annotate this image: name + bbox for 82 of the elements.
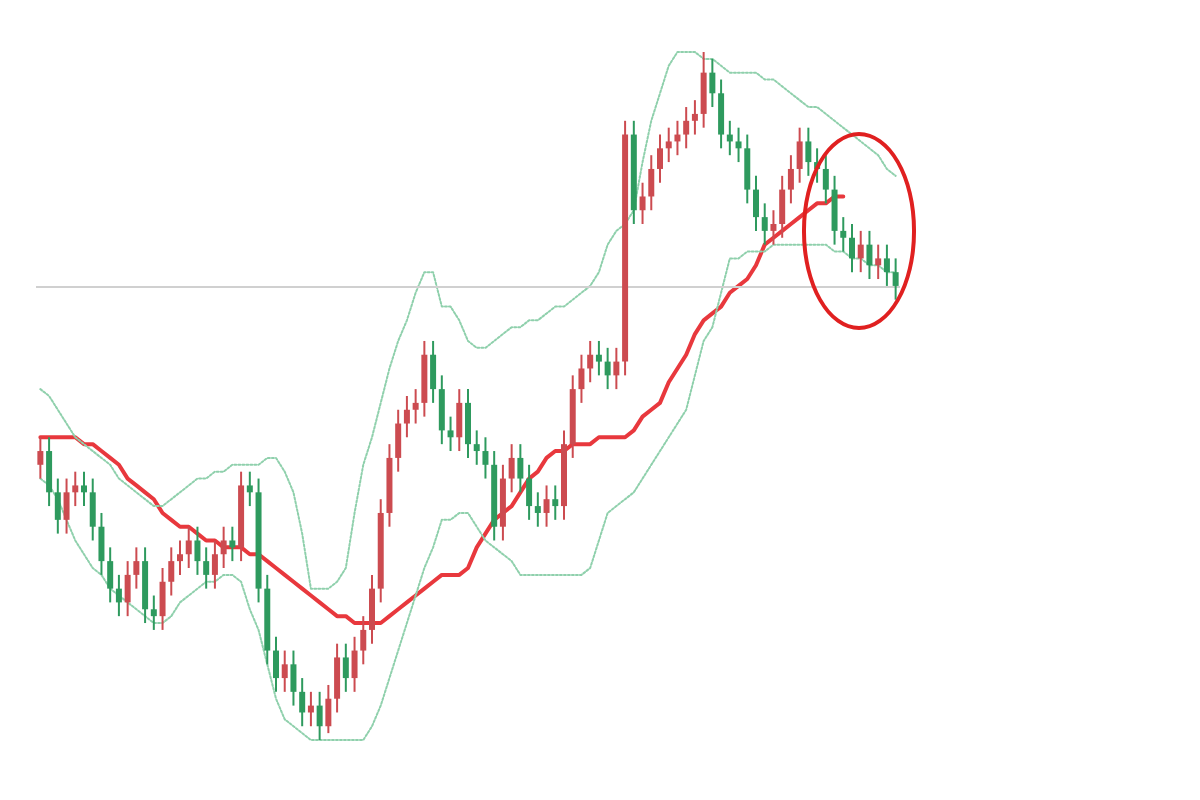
candlestick — [342, 642, 349, 693]
candlestick — [595, 339, 602, 377]
candlestick — [770, 209, 777, 246]
candlestick — [360, 615, 367, 666]
candlestick — [709, 57, 716, 109]
candlestick — [875, 243, 882, 281]
candlestick — [281, 649, 288, 693]
candlestick — [482, 436, 489, 480]
candlestick — [273, 635, 279, 693]
candlestick — [822, 154, 829, 205]
candlestick — [177, 539, 183, 576]
candlestick — [857, 229, 864, 274]
candlestick — [107, 546, 114, 604]
candlestick — [63, 477, 70, 535]
candlestick — [613, 346, 620, 391]
candlestick — [761, 202, 768, 246]
candlestick — [290, 649, 297, 707]
candlestick — [438, 374, 445, 446]
candlestick — [133, 546, 140, 590]
candlestick — [89, 477, 96, 542]
candlestick — [334, 642, 341, 714]
candlestick — [351, 635, 358, 693]
candlestick — [325, 683, 332, 735]
candlestick — [552, 484, 559, 521]
candlestick — [796, 126, 803, 184]
candlestick — [37, 436, 44, 480]
candlestick — [700, 51, 707, 129]
candlestick — [508, 443, 515, 494]
candlestick — [779, 174, 786, 239]
candlestick — [753, 174, 759, 232]
candlestick — [369, 573, 375, 645]
candlestick — [604, 346, 611, 391]
candlestick — [831, 174, 838, 246]
candlestick — [683, 106, 690, 150]
candlestick — [194, 525, 201, 576]
candlestick — [124, 560, 131, 618]
candlestick — [805, 126, 812, 177]
candlestick — [787, 154, 794, 205]
candlestick — [849, 223, 855, 274]
candlestick — [403, 395, 410, 439]
candlestick — [246, 470, 253, 508]
candlestick — [299, 677, 306, 728]
candlestick — [587, 339, 594, 384]
candlestick — [648, 154, 655, 212]
candlestick — [168, 546, 175, 597]
candlestick — [211, 539, 218, 590]
candlestick — [866, 229, 873, 281]
candlestick — [395, 408, 402, 473]
candlestick — [840, 216, 847, 253]
candlestick — [657, 133, 663, 184]
candlestick — [718, 78, 725, 150]
candlestick — [220, 525, 227, 569]
candlestick — [735, 126, 742, 164]
candlestick — [883, 243, 890, 287]
candlestick — [578, 353, 585, 404]
candlestick — [639, 181, 646, 225]
candlestick — [159, 567, 166, 631]
candlestick — [115, 573, 122, 618]
candlestick — [543, 484, 550, 528]
candlestick — [473, 429, 480, 466]
candlestick — [54, 477, 61, 535]
candlestick — [316, 690, 323, 741]
candlestick — [430, 339, 437, 404]
candlestick — [447, 415, 454, 453]
candlestick — [892, 257, 899, 301]
candlestick — [465, 388, 471, 459]
candlestick — [203, 546, 210, 590]
candlestick — [526, 463, 533, 521]
candlestick — [691, 99, 698, 136]
candlestick — [517, 443, 524, 494]
candlestick — [534, 491, 541, 528]
candlestick — [456, 388, 463, 453]
candlestick — [150, 594, 157, 631]
candlestick — [81, 470, 87, 508]
candlestick — [98, 511, 105, 576]
candlestick — [744, 133, 751, 205]
candlestick — [412, 388, 419, 425]
candlestick — [72, 470, 79, 508]
candlestick — [665, 126, 672, 164]
candlestick — [46, 436, 53, 508]
candlestick — [185, 525, 192, 569]
candlestick — [229, 525, 236, 563]
